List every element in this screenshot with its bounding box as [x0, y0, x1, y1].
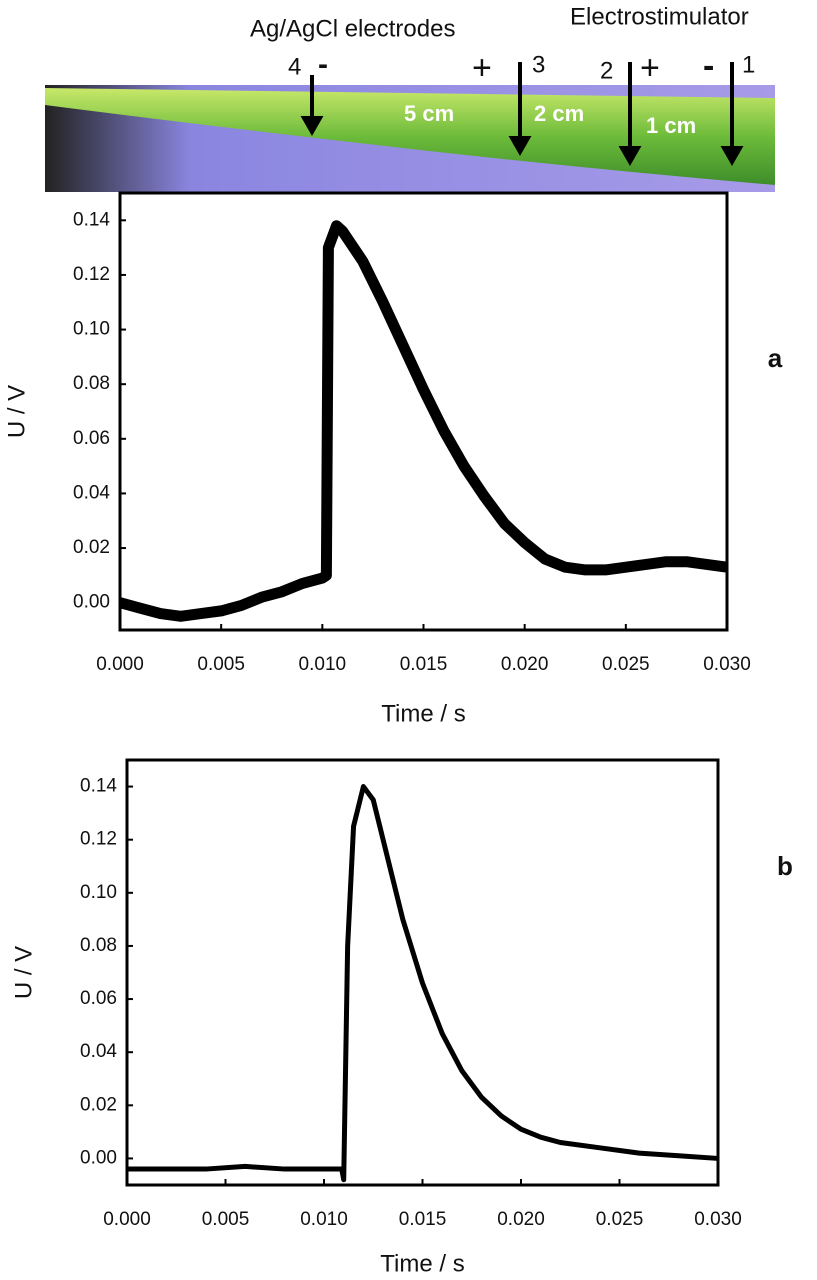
panel-label: b — [777, 851, 793, 881]
plot-frame — [125, 758, 720, 1187]
photo-label: - — [318, 48, 328, 81]
y-tick-label: 0.02 — [80, 1094, 117, 1115]
y-axis-title: U / V — [10, 946, 37, 999]
photo-label: 1 cm — [646, 113, 696, 138]
photo-label: 3 — [532, 51, 545, 78]
photo-label: + — [472, 49, 492, 87]
photo-label: 4 — [288, 53, 301, 80]
x-tick-label: 0.000 — [96, 654, 144, 675]
x-tick-label: 0.020 — [497, 1209, 545, 1230]
data-line — [118, 220, 728, 622]
y-tick-label: 0.00 — [73, 592, 110, 613]
y-tick-label: 0.14 — [80, 776, 117, 797]
x-tick-label: 0.015 — [400, 654, 448, 675]
y-tick-label: 0.10 — [80, 882, 117, 903]
data-line — [127, 784, 719, 1183]
panel-label: a — [768, 343, 783, 373]
photo-label: 1 — [742, 51, 755, 78]
x-tick-label: 0.000 — [103, 1209, 151, 1230]
y-tick-label: 0.02 — [73, 537, 110, 558]
arrows — [300, 62, 744, 167]
x-tick-label: 0.010 — [300, 1209, 348, 1230]
x-tick-label: 0.030 — [703, 654, 751, 675]
photo-label: Electrostimulator — [570, 3, 749, 30]
y-tick-label: 0.14 — [73, 209, 110, 230]
leaf — [45, 88, 775, 185]
x-tick-label: 0.005 — [197, 654, 245, 675]
x-tick-label: 0.015 — [399, 1209, 447, 1230]
photo-label: - — [703, 47, 714, 85]
photo-label: 2 — [600, 57, 613, 84]
y-tick-label: 0.08 — [73, 373, 110, 394]
x-tick-label: 0.030 — [694, 1209, 742, 1230]
x-axis-title: Time / s — [381, 700, 465, 727]
x-tick-label: 0.005 — [202, 1209, 250, 1230]
photo-label: 2 cm — [534, 101, 584, 126]
photo-label: Ag/AgCl electrodes — [250, 15, 455, 42]
x-tick-label: 0.025 — [602, 654, 650, 675]
y-tick-label: 0.06 — [80, 988, 117, 1009]
x-tick-label: 0.025 — [596, 1209, 644, 1230]
y-tick-label: 0.04 — [73, 482, 110, 503]
y-tick-label: 0.12 — [80, 829, 117, 850]
photo-label: 5 cm — [404, 101, 454, 126]
y-tick-label: 0.10 — [73, 319, 110, 340]
y-tick-label: 0.12 — [73, 264, 110, 285]
x-tick-label: 0.020 — [501, 654, 549, 675]
y-tick-label: 0.04 — [80, 1041, 117, 1062]
x-axis-title: Time / s — [380, 1250, 464, 1277]
x-tick-label: 0.010 — [299, 654, 347, 675]
y-tick-label: 0.00 — [80, 1147, 117, 1168]
photo-label: + — [640, 49, 660, 87]
y-tick-label: 0.08 — [80, 935, 117, 956]
y-axis-title: U / V — [3, 385, 30, 438]
y-tick-label: 0.06 — [73, 428, 110, 449]
